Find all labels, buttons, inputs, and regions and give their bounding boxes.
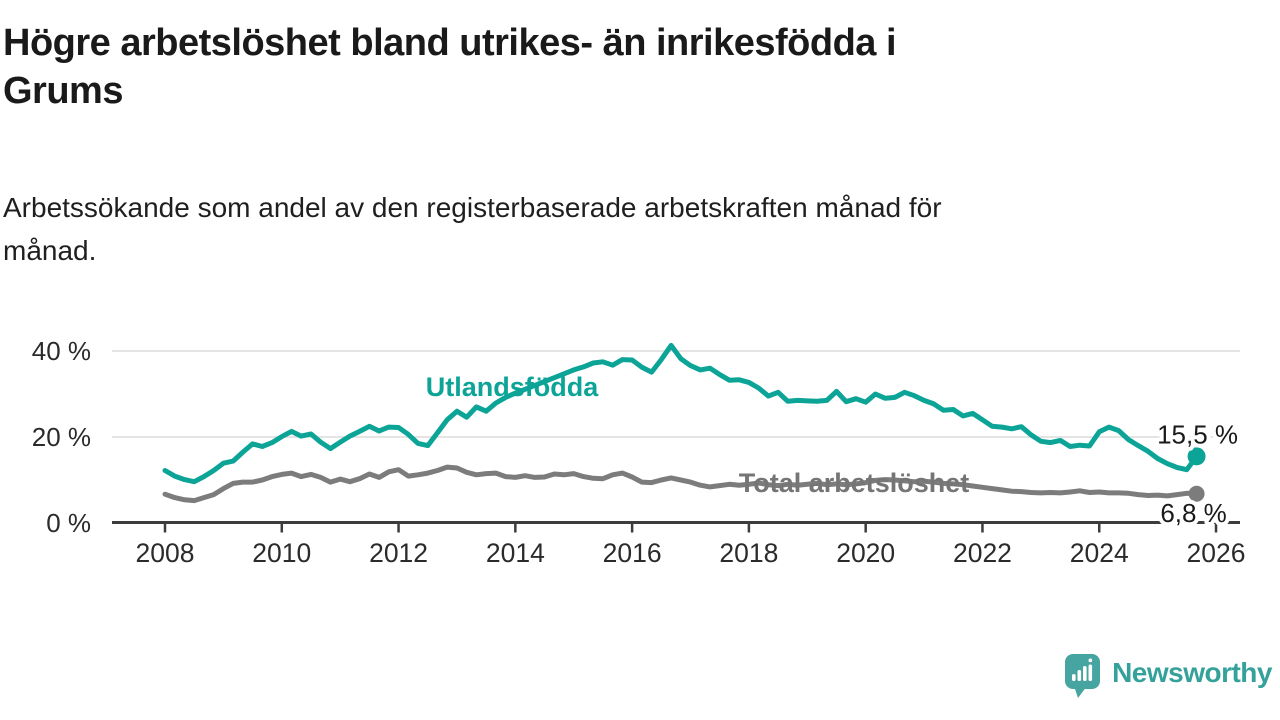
x-tick-label: 2026 (1187, 538, 1246, 568)
y-axis-label: 0 % (46, 508, 91, 538)
logo-bubble-tail (1074, 686, 1088, 698)
x-tick-label: 2020 (836, 538, 895, 568)
end-value-label-total-arbetsloshet: 6,8 % (1160, 498, 1227, 528)
newsworthy-logo[interactable]: Newsworthy (1064, 654, 1272, 699)
series-label-total-arbetsloshet: Total arbetslöshet (739, 468, 970, 498)
series-line-utlandsfodda (162, 342, 1200, 485)
logo-bar-3 (1083, 666, 1087, 681)
x-tick-label: 2010 (252, 538, 311, 568)
logo-bar-2 (1077, 670, 1082, 681)
logo-exclamation-bar (1088, 664, 1093, 681)
end-value-label-utlandsfodda: 15,5 % (1157, 419, 1238, 449)
x-tick-label: 2008 (136, 538, 195, 568)
x-tick-label: 2022 (953, 538, 1012, 568)
series-label-utlandsfodda: Utlandsfödda (426, 372, 599, 402)
logo-exclamation-dot (1088, 658, 1093, 663)
page-title: Högre arbetslöshet bland utrikes- än inr… (3, 22, 897, 112)
series-end-dot-utlandsfodda (1187, 447, 1206, 466)
x-tick-label: 2014 (486, 538, 545, 568)
series-line-total-arbetsloshet (162, 464, 1200, 504)
y-axis-label: 20 % (32, 422, 91, 452)
page-subtitle: Arbetssökande som andel av den registerb… (3, 192, 942, 267)
logo-bar-1 (1072, 674, 1076, 681)
logo-bubble-shape (1065, 654, 1101, 689)
x-tick-label: 2018 (719, 538, 778, 568)
newsworthy-bubble-chart-icon (1065, 654, 1101, 698)
brand-name: Newsworthy (1112, 656, 1272, 688)
y-axis-label: 40 % (32, 336, 91, 366)
x-tick-label: 2024 (1070, 538, 1129, 568)
x-tick-label: 2012 (369, 538, 428, 568)
series-end-dot-total-arbetsloshet (1188, 485, 1205, 502)
x-tick-label: 2016 (603, 538, 662, 568)
